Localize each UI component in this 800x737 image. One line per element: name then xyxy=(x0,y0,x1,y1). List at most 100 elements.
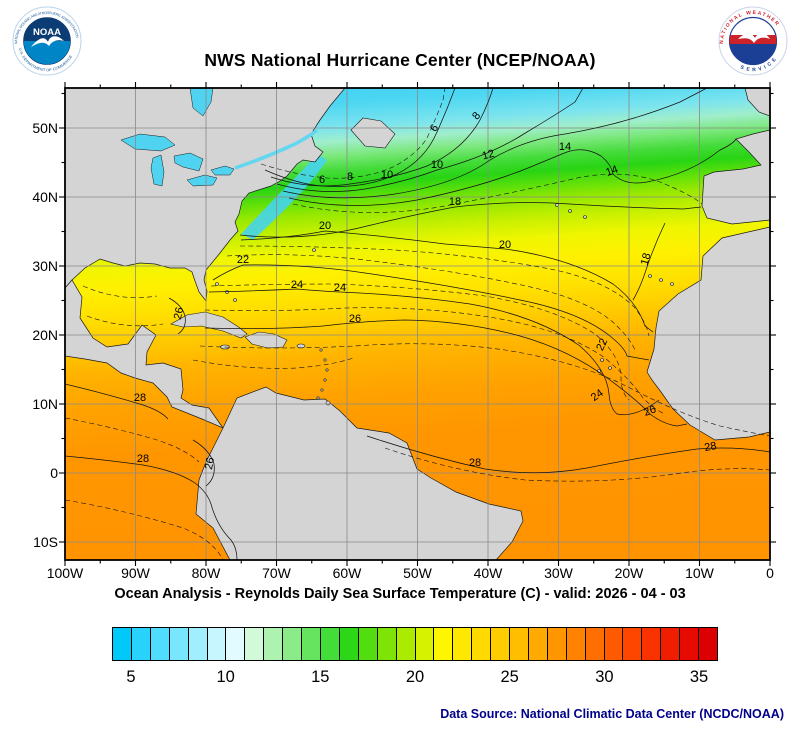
noaa-emblem-sky xyxy=(23,17,71,41)
land-england xyxy=(744,88,770,117)
contour-label: 26 xyxy=(642,403,658,418)
colorbar-tick-label: 20 xyxy=(405,668,425,686)
colorbar-segment xyxy=(188,628,208,660)
colorbar-segment xyxy=(264,628,284,660)
colorbar-segment xyxy=(661,628,681,660)
data-source-text: Data Source: National Climatic Data Cent… xyxy=(440,707,784,721)
contour-label: 14 xyxy=(559,141,571,153)
land-cuba xyxy=(170,311,248,339)
lakes xyxy=(120,88,319,187)
colorbar-segment xyxy=(472,628,492,660)
colorbar-segment xyxy=(131,628,151,660)
lon-axis-label: 40W xyxy=(473,565,503,581)
contour-label: 28 xyxy=(469,457,481,469)
lon-axis-label: 70W xyxy=(262,565,291,581)
lat-axis-label: 20N xyxy=(32,327,58,343)
colorbar-segment xyxy=(453,628,473,660)
colorbar-segment xyxy=(528,628,548,660)
lon-axis-label: 100W xyxy=(46,565,84,581)
nws-gull-icon xyxy=(738,33,770,43)
contour-label: 20 xyxy=(499,239,511,251)
page-title: NWS National Hurricane Center (NCEP/NOAA… xyxy=(204,50,596,70)
noaa-logo: NATIONAL OCEANIC AND ATMOSPHERIC ADMINIS… xyxy=(12,6,82,76)
contour-label: 12 xyxy=(481,148,496,163)
contour-label: 20 xyxy=(319,220,331,232)
colorbar-segment xyxy=(150,628,170,660)
noaa-gull-icon xyxy=(31,36,64,47)
colorbar-segment xyxy=(169,628,189,660)
map-caption: Ocean Analysis - Reynolds Daily Sea Surf… xyxy=(114,586,686,602)
contour-label: 28 xyxy=(134,392,146,404)
noaa-wordmark: NOAA xyxy=(33,27,61,38)
james-bay xyxy=(189,88,214,117)
lat-axis-label: 0 xyxy=(50,465,58,481)
colorbar xyxy=(112,627,718,661)
colorbar-segment xyxy=(510,628,529,660)
lake-erie xyxy=(186,174,218,187)
colorbar-tick-label: 10 xyxy=(216,668,235,686)
colorbar-segment xyxy=(566,628,586,660)
colorbar-segment xyxy=(302,628,321,660)
contour-label: 22 xyxy=(594,337,610,353)
colorbar-segment xyxy=(585,628,605,660)
contour-label: 8 xyxy=(347,171,353,183)
colorbar-tick-label: 25 xyxy=(500,668,519,686)
colorbar-segment xyxy=(396,628,416,660)
lon-axis-label: 50W xyxy=(403,565,432,581)
colorbar-segment xyxy=(415,628,435,660)
colorbar-segment xyxy=(623,628,643,660)
land-central-america xyxy=(65,279,224,429)
lat-axis-label: 10N xyxy=(32,396,58,412)
contour-label: 10 xyxy=(381,169,393,181)
contour-label: 26 xyxy=(203,456,217,470)
contour-label: 28 xyxy=(703,440,717,454)
colorbar-segment xyxy=(226,628,246,660)
contour-label: 6 xyxy=(428,122,441,134)
land-masses xyxy=(65,88,770,560)
contour-label: 24 xyxy=(291,279,303,291)
colorbar-segment xyxy=(358,628,378,660)
colorbar-segment xyxy=(377,628,397,660)
map-frame xyxy=(64,87,771,561)
colorbar-tick-label: 15 xyxy=(311,668,330,686)
lake-ontario xyxy=(210,165,235,176)
colorbar-segment xyxy=(320,628,340,660)
colorbar-segment xyxy=(283,628,303,660)
contour-label: 6 xyxy=(319,174,325,186)
lon-axis-label: 30W xyxy=(544,565,573,581)
st-lawrence-river xyxy=(234,128,319,170)
lon-axis-label: 20W xyxy=(614,565,644,581)
lon-axis-label: 90W xyxy=(121,565,150,581)
land-newfoundland xyxy=(350,117,396,149)
contour-label: 10 xyxy=(431,159,443,171)
land-africa xyxy=(646,226,770,441)
colorbar-segment xyxy=(434,628,454,660)
small-islands xyxy=(215,203,674,406)
contour-label: 22 xyxy=(237,254,249,266)
contour-label: 26 xyxy=(172,306,186,320)
lake-superior xyxy=(120,133,176,152)
contour-label: 14 xyxy=(604,163,620,178)
colorbar-segment xyxy=(245,628,265,660)
contour-label: 18 xyxy=(639,252,654,267)
lon-axis-label: 0 xyxy=(766,565,774,581)
colorbar-segment xyxy=(339,628,359,660)
sst-contours xyxy=(65,88,770,560)
land-puerto-rico xyxy=(296,343,306,349)
lat-axis-label: 50N xyxy=(32,120,58,136)
colorbar-segment xyxy=(547,628,567,660)
colorbar-segment xyxy=(491,628,511,660)
lat-axis-label: 40N xyxy=(32,189,58,205)
lon-axis-label: 60W xyxy=(332,565,362,581)
contour-label: 18 xyxy=(449,196,461,208)
lake-huron xyxy=(173,152,204,172)
contour-label: 26 xyxy=(349,313,361,325)
colorbar-segment xyxy=(604,628,624,660)
colorbar-segment xyxy=(699,628,717,660)
lat-axis-label: 30N xyxy=(32,258,58,274)
colorbar-segment xyxy=(207,628,227,660)
colorbar-segment xyxy=(642,628,662,660)
